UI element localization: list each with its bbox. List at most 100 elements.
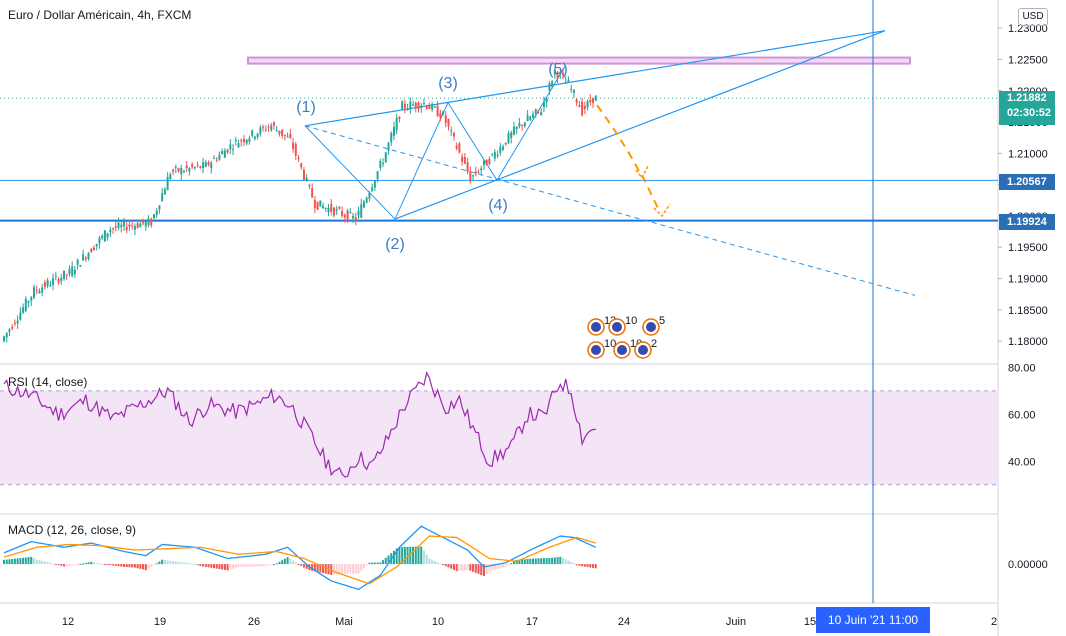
candle-body [16, 320, 19, 324]
candle-body [278, 130, 281, 135]
candle-body [218, 154, 221, 160]
candle-body [583, 105, 586, 109]
candle-body [575, 99, 578, 104]
candle-body [510, 132, 513, 138]
macd-histogram-bar [218, 564, 221, 570]
macd-histogram-bar [232, 564, 235, 569]
level-label-2: 1.19924 [999, 214, 1055, 230]
macd-histogram-bar [477, 564, 480, 574]
candle-body [248, 138, 251, 142]
time-tick-label: Mai [335, 616, 353, 628]
macd-histogram-bar [422, 550, 425, 565]
candle-body [68, 268, 71, 275]
macd-histogram-bar [403, 546, 406, 565]
candle-body [387, 142, 390, 151]
macd-histogram-bar [147, 564, 150, 569]
macd-histogram-bar [253, 564, 256, 567]
candle-body [493, 152, 496, 159]
candle-body [382, 163, 385, 165]
candle-body [84, 257, 87, 260]
candle-body [327, 207, 330, 213]
macd-histogram-bar [152, 564, 155, 566]
candle-body [237, 143, 240, 148]
macd-histogram-bar [488, 564, 491, 572]
rsi-band [0, 390, 998, 485]
macd-histogram-bar [357, 564, 360, 574]
candle-body [267, 126, 270, 128]
candle-body [180, 167, 183, 175]
event-flag-icon [612, 322, 622, 332]
macd-histogram-bar [589, 564, 592, 568]
candle-body [371, 187, 374, 191]
candle-body [41, 287, 44, 293]
price-tick-label: 1.23000 [1008, 23, 1048, 35]
rsi-title[interactable]: RSI (14, close) [8, 375, 88, 389]
candle-body [240, 139, 243, 142]
projection-arrowhead [635, 165, 649, 180]
macd-title[interactable]: MACD (12, 26, close, 9) [8, 523, 137, 537]
candle-body [458, 143, 461, 153]
resistance-zone [247, 56, 911, 65]
candle-body [202, 162, 205, 169]
candle-body [30, 296, 33, 301]
macd-histogram-bar [512, 561, 515, 565]
macd-histogram-bar [79, 563, 82, 565]
wave-label: (2) [385, 236, 405, 253]
candle-body [324, 207, 327, 210]
macd-histogram-bar [136, 564, 139, 569]
candle-body [515, 126, 518, 130]
macd-histogram-bar [466, 564, 469, 570]
macd-histogram-bar [272, 564, 275, 566]
candle-body [360, 204, 363, 218]
candle-body [341, 211, 344, 216]
candle-body [199, 166, 202, 168]
candle-body [232, 148, 235, 150]
macd-histogram-bar [292, 560, 295, 565]
currency-button[interactable]: USD [1018, 8, 1048, 26]
candle-body [586, 101, 589, 108]
candle-body [32, 287, 35, 298]
candle-body [76, 259, 79, 265]
macd-histogram-bar [270, 564, 273, 566]
macd-histogram-bar [362, 564, 365, 569]
macd-histogram-bar [455, 564, 458, 572]
candle-body [22, 307, 25, 313]
macd-tick-label: 0.00000 [1008, 559, 1048, 571]
candle-body [71, 266, 74, 277]
macd-histogram-bar [158, 561, 161, 565]
candle-body [343, 214, 346, 218]
candle-body [502, 146, 505, 150]
macd-histogram-bar [311, 564, 314, 571]
macd-histogram-bar [229, 564, 232, 570]
price-tick-label: 1.19000 [1008, 274, 1048, 286]
candle-body [523, 122, 526, 126]
macd-histogram-bar [5, 559, 8, 565]
candle-body [292, 142, 295, 149]
macd-histogram-bar [139, 564, 142, 569]
candle-body [409, 101, 412, 110]
candle-body [518, 122, 521, 127]
projection-arrow [641, 174, 661, 213]
candle-body [215, 159, 218, 161]
macd-histogram-bar [32, 558, 35, 565]
macd-histogram-bar [567, 560, 570, 565]
candle-body [297, 158, 300, 160]
macd-histogram-bar [523, 559, 526, 565]
macd-histogram-bar [297, 564, 300, 566]
macd-histogram-bar [73, 564, 76, 566]
candle-body [406, 108, 409, 111]
macd-histogram-bar [240, 564, 243, 568]
candle-body [79, 265, 82, 267]
candle-body [417, 102, 420, 110]
candle-body [534, 109, 537, 114]
candle-body [521, 124, 524, 126]
candle-body [526, 115, 529, 122]
candle-body [559, 73, 562, 75]
macd-histogram-bar [117, 564, 120, 567]
macd-histogram-bar [193, 563, 196, 565]
candle-body [136, 223, 139, 228]
candle-body [570, 88, 573, 90]
macd-histogram-bar [469, 564, 472, 571]
macd-histogram-bar [433, 561, 436, 565]
